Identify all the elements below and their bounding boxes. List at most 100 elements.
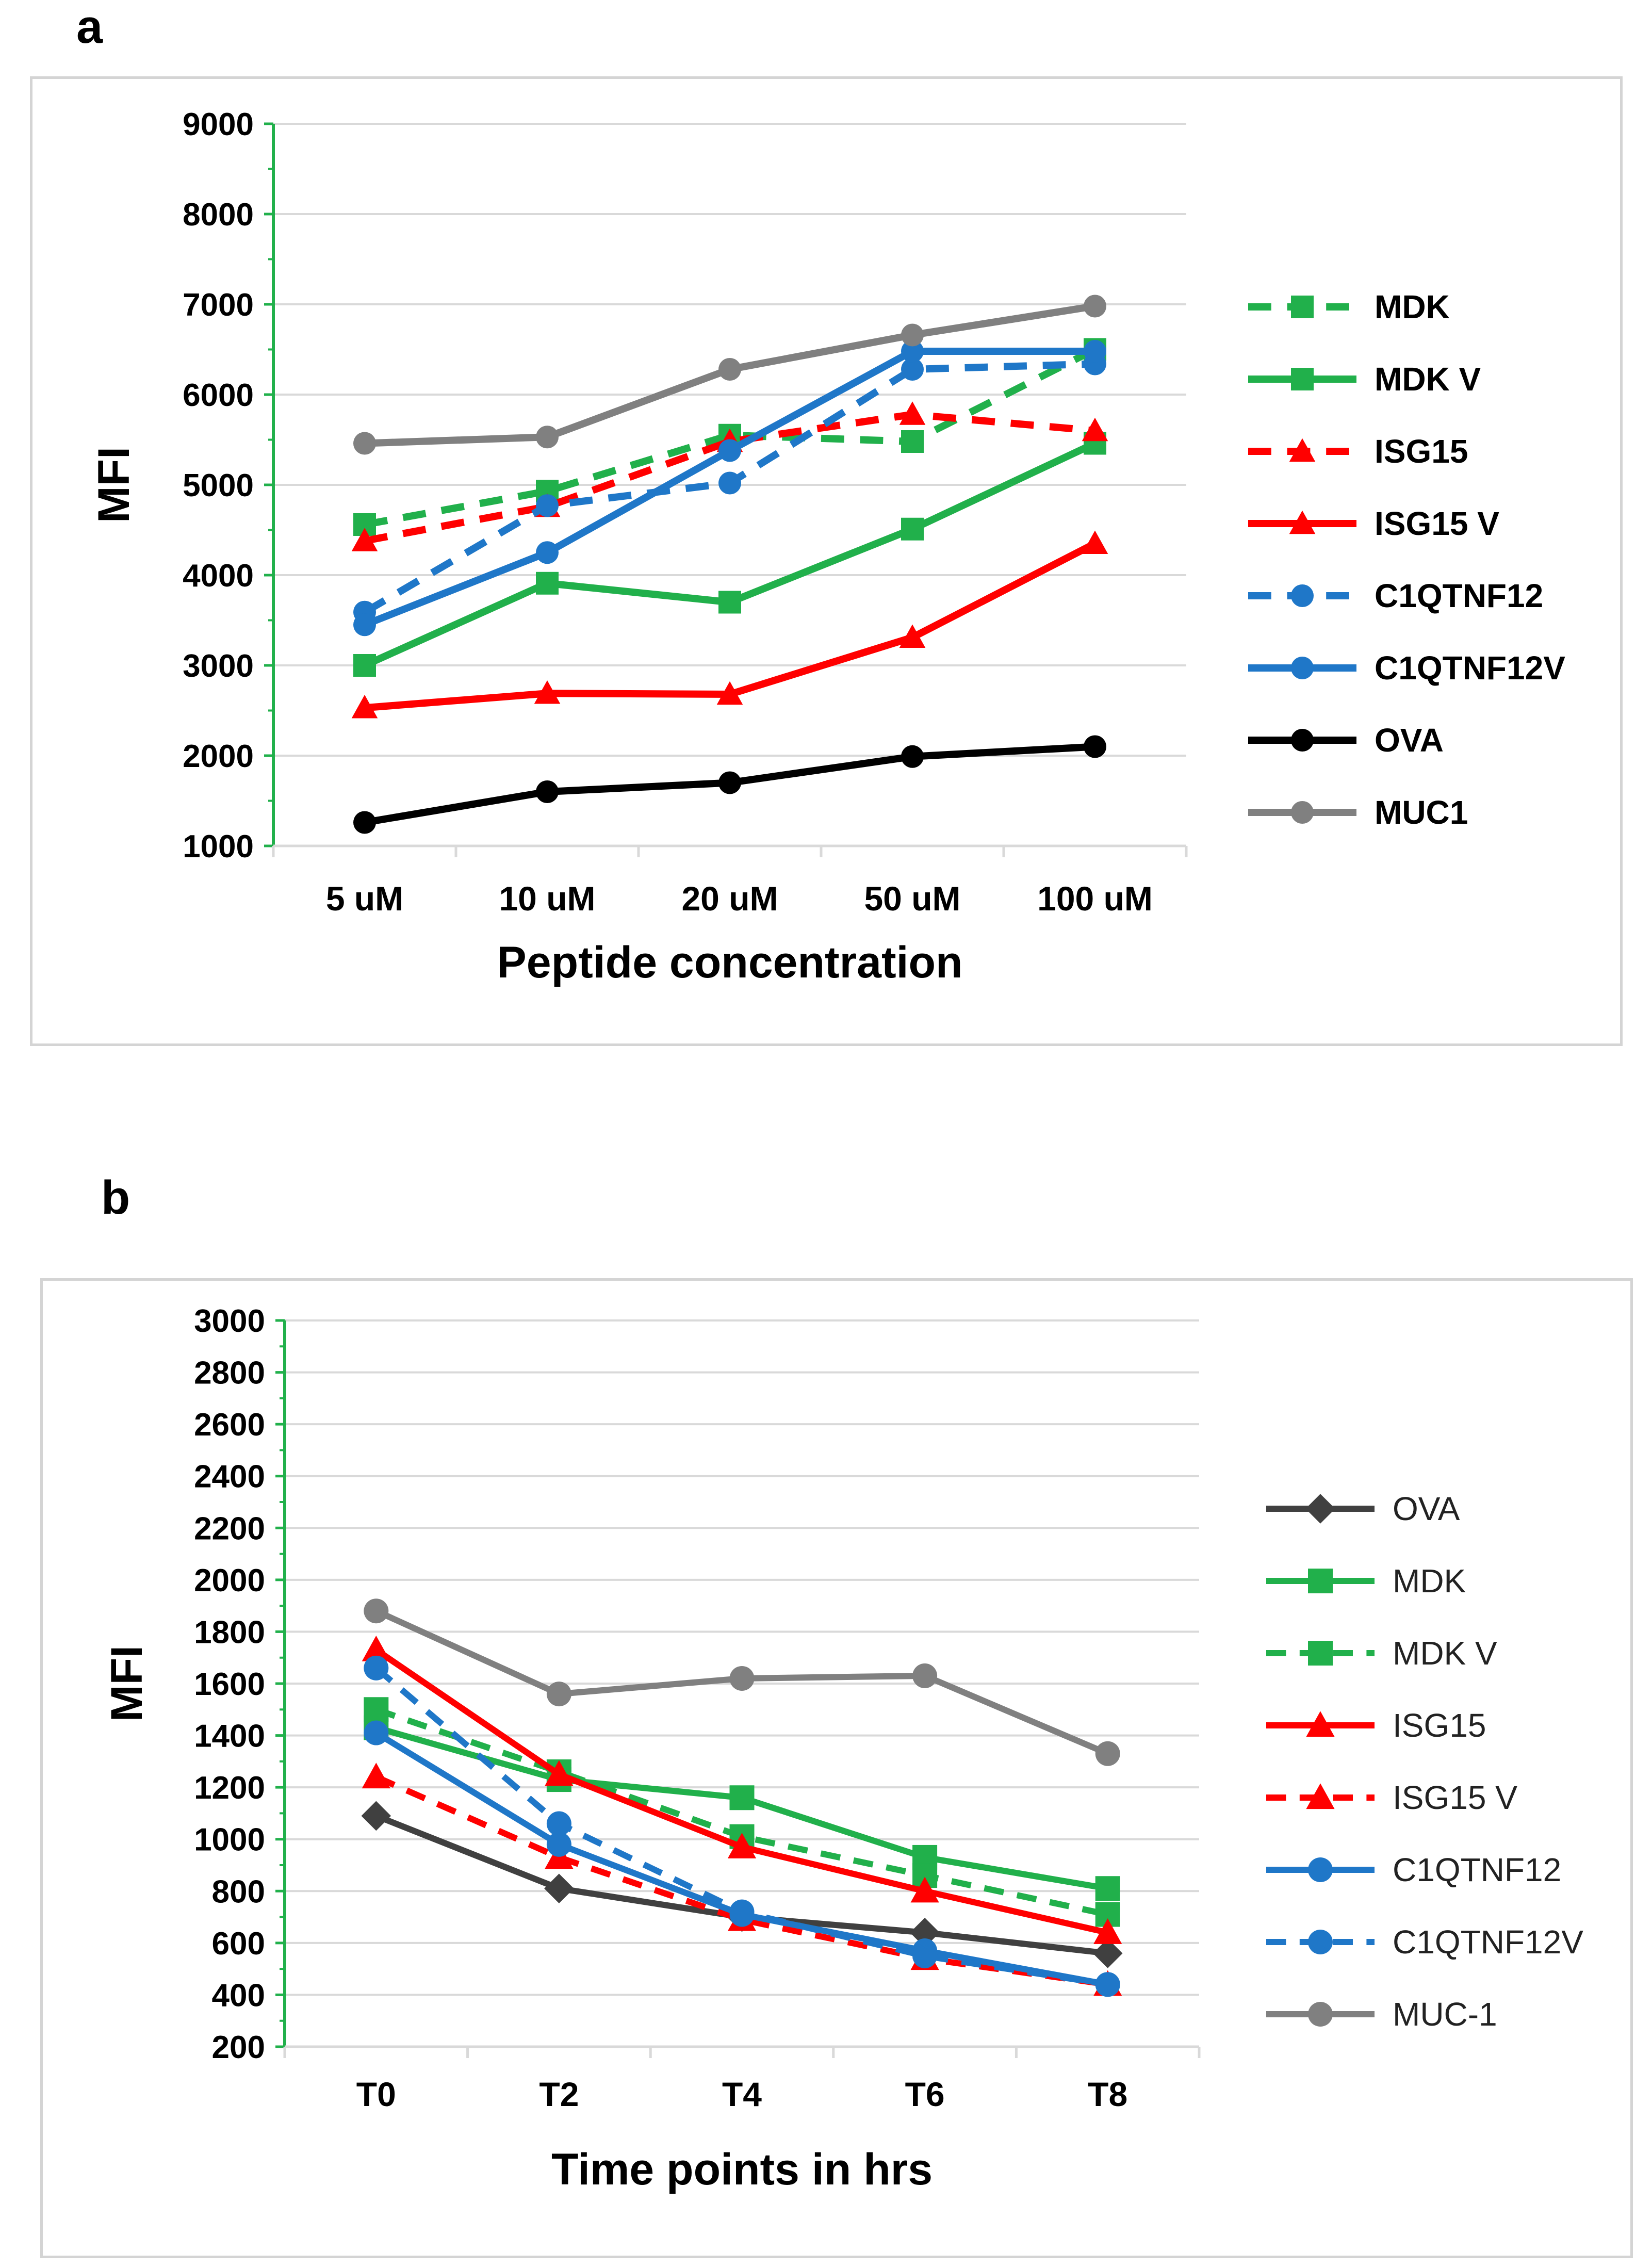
- b-legend-marker-isg15: [1306, 1711, 1335, 1737]
- a-x-tick-label: 100 uM: [1037, 879, 1153, 918]
- a-point-isg15: [1082, 417, 1108, 442]
- a-point-mdk-v: [718, 591, 741, 614]
- a-x-tick-label: 20 uM: [681, 879, 778, 918]
- b-y-tick-label: 1000: [194, 1822, 265, 1858]
- a-legend-label-mdk-v: MDK V: [1375, 361, 1481, 398]
- b-y-tick-label: 1400: [194, 1719, 265, 1754]
- a-point-c1qtnf12v: [1084, 340, 1106, 363]
- a-point-c1qtnf12: [718, 471, 741, 495]
- a-point-c1qtnf12v: [718, 439, 741, 462]
- a-legend-label-c1qtnf12v: C1QTNF12V: [1375, 649, 1565, 687]
- b-y-tick-label: 2000: [194, 1563, 265, 1598]
- b-x-tick-label: T0: [356, 2075, 396, 2113]
- b-legend-label-isg15: ISG15: [1393, 1707, 1486, 1744]
- b-y-tick-label: 1600: [194, 1667, 265, 1702]
- b-y-tick-label: 200: [212, 2030, 265, 2065]
- a-point-c1qtnf12v: [901, 340, 924, 363]
- a-y-tick-label: 4000: [183, 558, 254, 594]
- a-legend-marker-c1qtnf12: [1291, 584, 1314, 607]
- a-point-ova: [718, 771, 741, 794]
- b-y-tick-label: 3000: [194, 1303, 265, 1339]
- b-point-muc-1: [546, 1682, 571, 1707]
- b-x-tick-label: T8: [1088, 2075, 1127, 2113]
- a-point-c1qtnf12v: [353, 613, 376, 637]
- b-point-c1qtnf12v: [546, 1811, 571, 1836]
- b-series-line-isg15-v: [374, 1774, 1108, 1988]
- a-point-muc1: [1084, 295, 1106, 318]
- a-point-muc1: [901, 323, 924, 347]
- b-legend-label-c1qtnf12: C1QTNF12: [1393, 1851, 1561, 1888]
- b-point-ova: [1092, 1938, 1123, 1968]
- a-point-mdk-v: [536, 572, 559, 595]
- a-point-isg15-v: [351, 694, 378, 719]
- b-point-c1qtnf12v: [729, 1899, 755, 1924]
- b-point-ova: [910, 1917, 940, 1948]
- b-point-c1qtnf12: [546, 1832, 571, 1857]
- b-y-tick-label: 600: [212, 1926, 265, 1962]
- b-y-tick-label: 2800: [194, 1356, 265, 1391]
- a-series-line-mdk: [364, 346, 1097, 528]
- b-y-tick-label: 2600: [194, 1407, 265, 1443]
- a-legend-label-muc1: MUC1: [1375, 794, 1468, 831]
- b-x-tick-label: T2: [539, 2075, 579, 2113]
- a-legend-label-isg15: ISG15: [1375, 433, 1468, 470]
- b-point-isg15: [1093, 1918, 1122, 1944]
- b-y-tick-label: 1800: [194, 1614, 265, 1650]
- a-y-tick-label: 7000: [183, 287, 254, 323]
- b-point-muc-1: [729, 1666, 755, 1691]
- a-legend-marker-muc1: [1291, 801, 1314, 824]
- b-y-tick-label: 400: [212, 1978, 265, 2013]
- a-point-c1qtnf12: [536, 494, 559, 517]
- a-point-ova: [353, 811, 376, 834]
- b-point-isg15: [910, 1877, 939, 1903]
- a-legend-label-isg15-v: ISG15 V: [1375, 505, 1499, 542]
- a-point-isg15-v: [1082, 530, 1108, 554]
- b-legend-label-isg15-v: ISG15 V: [1393, 1779, 1517, 1816]
- a-legend-marker-mdk-v: [1291, 368, 1314, 390]
- b-point-c1qtnf12v: [1095, 1972, 1120, 1997]
- b-y-axis-label: MFI: [102, 1645, 152, 1722]
- b-point-isg15-v: [362, 1763, 390, 1789]
- b-legend-marker-mdk: [1308, 1569, 1333, 1593]
- a-series-line-isg15: [364, 411, 1095, 545]
- a-y-tick-label: 8000: [183, 197, 254, 233]
- b-legend-marker-isg15-v: [1306, 1783, 1335, 1809]
- b-point-c1qtnf12v: [364, 1655, 389, 1680]
- b-series-line-mdk-v: [375, 1706, 1108, 1918]
- a-x-tick-label: 10 uM: [499, 879, 595, 918]
- a-point-isg15-v: [716, 681, 743, 705]
- b-legend-label-mdk: MDK: [1393, 1562, 1466, 1600]
- a-point-mdk: [901, 430, 924, 453]
- a-legend-label-ova: OVA: [1375, 722, 1444, 759]
- b-y-tick-label: 800: [212, 1874, 265, 1910]
- b-point-mdk: [729, 1785, 755, 1810]
- a-legend-marker-mdk: [1291, 296, 1314, 318]
- a-y-tick-label: 5000: [183, 468, 254, 503]
- b-x-tick-label: T4: [722, 2075, 762, 2113]
- a-y-tick-label: 6000: [183, 378, 254, 413]
- b-legend-label-ova: OVA: [1393, 1490, 1460, 1527]
- b-y-tick-label: 2400: [194, 1459, 265, 1495]
- b-point-isg15: [545, 1760, 574, 1786]
- panel-b-frame: [40, 1278, 1633, 2258]
- a-legend-marker-isg15-v: [1289, 510, 1316, 534]
- b-point-muc-1: [364, 1598, 389, 1624]
- b-point-mdk: [1095, 1876, 1120, 1901]
- b-legend-label-muc-1: MUC-1: [1393, 1996, 1497, 2033]
- b-legend-marker-muc-1: [1308, 2002, 1333, 2027]
- b-x-axis-label: Time points in hrs: [551, 2145, 933, 2194]
- panel-a-frame: [30, 76, 1623, 1046]
- b-point-mdk-v: [364, 1697, 389, 1722]
- a-legend-marker-ova: [1291, 729, 1314, 752]
- a-point-ova: [901, 745, 924, 768]
- a-point-c1qtnf12: [901, 358, 924, 381]
- a-legend-marker-c1qtnf12v: [1291, 657, 1314, 679]
- panel-b-letter: b: [101, 1171, 130, 1224]
- b-point-c1qtnf12: [364, 1720, 389, 1745]
- a-point-muc1: [536, 426, 559, 449]
- a-legend-label-mdk: MDK: [1375, 288, 1450, 325]
- b-legend-marker-ova: [1305, 1494, 1335, 1524]
- b-legend-label-c1qtnf12v: C1QTNF12V: [1393, 1923, 1583, 1961]
